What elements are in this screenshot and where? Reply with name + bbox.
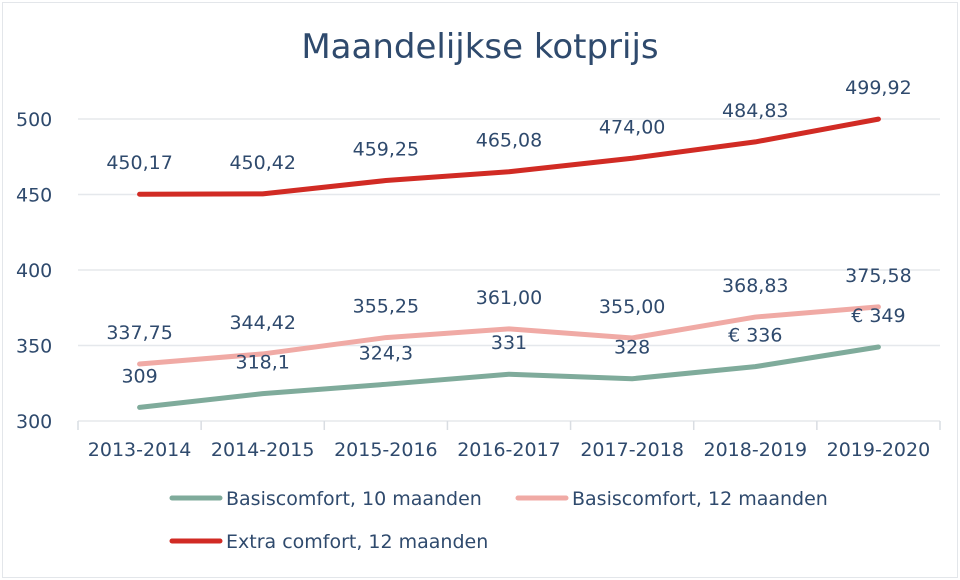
data-label: 331 bbox=[491, 332, 527, 354]
data-label: 375,58 bbox=[845, 265, 911, 287]
data-label: 318,1 bbox=[236, 352, 290, 374]
chart-title: Maandelijkse kotprijs bbox=[301, 27, 658, 67]
legend-item: Extra comfort, 12 maanden bbox=[169, 531, 488, 553]
data-label: 324,3 bbox=[359, 342, 413, 364]
x-tick-label: 2019-2020 bbox=[827, 439, 931, 461]
data-label: 450,17 bbox=[106, 152, 172, 174]
x-tick-label: 2015-2016 bbox=[334, 439, 438, 461]
y-tick-label: 350 bbox=[16, 336, 52, 358]
legend-item: Basiscomfort, 10 maanden bbox=[169, 488, 482, 510]
legend-label: Basiscomfort, 12 maanden bbox=[572, 488, 828, 510]
x-tick-label: 2018-2019 bbox=[703, 439, 807, 461]
data-labels: 309 318,1 324,3 331 328 € 336 € 349 337,75 344,4… bbox=[106, 77, 911, 387]
data-label: 368,83 bbox=[722, 275, 788, 297]
data-label: 499,92 bbox=[845, 77, 911, 99]
data-label: 355,25 bbox=[353, 296, 419, 318]
x-tick-label: 2016-2017 bbox=[457, 439, 561, 461]
data-label: 484,83 bbox=[722, 100, 788, 122]
y-tick-label: 400 bbox=[16, 260, 52, 282]
data-label: 355,00 bbox=[599, 296, 665, 318]
x-tick-label: 2014-2015 bbox=[211, 439, 315, 461]
gridlines bbox=[77, 118, 941, 430]
data-label: 450,42 bbox=[229, 152, 295, 174]
x-tick-label: 2017-2018 bbox=[580, 439, 684, 461]
y-tick-label: 450 bbox=[16, 185, 52, 207]
data-label: 459,25 bbox=[353, 139, 419, 161]
data-label: 328 bbox=[614, 337, 650, 359]
legend-label: Basiscomfort, 10 maanden bbox=[226, 488, 482, 510]
data-label: 474,00 bbox=[599, 116, 665, 138]
data-label: 465,08 bbox=[476, 130, 542, 152]
data-label: 309 bbox=[121, 365, 157, 387]
data-label: € 349 bbox=[851, 305, 905, 327]
data-label: € 336 bbox=[728, 325, 782, 347]
y-axis: 300 350 400 450 500 bbox=[16, 109, 52, 433]
legend: Basiscomfort, 10 maanden Basiscomfort, 12… bbox=[169, 488, 828, 553]
data-label: 344,42 bbox=[229, 312, 295, 334]
legend-item: Basiscomfort, 12 maanden bbox=[515, 488, 828, 510]
y-tick-label: 500 bbox=[16, 109, 52, 131]
series-lines bbox=[137, 116, 881, 410]
legend-label: Extra comfort, 12 maanden bbox=[226, 531, 488, 553]
data-label: 337,75 bbox=[106, 322, 172, 344]
data-label: 361,00 bbox=[476, 287, 542, 309]
x-tick-label: 2013-2014 bbox=[88, 439, 192, 461]
y-tick-label: 300 bbox=[16, 411, 52, 433]
x-axis: 2013-2014 2014-2015 2015-2016 2016-2017 2017… bbox=[88, 439, 930, 461]
